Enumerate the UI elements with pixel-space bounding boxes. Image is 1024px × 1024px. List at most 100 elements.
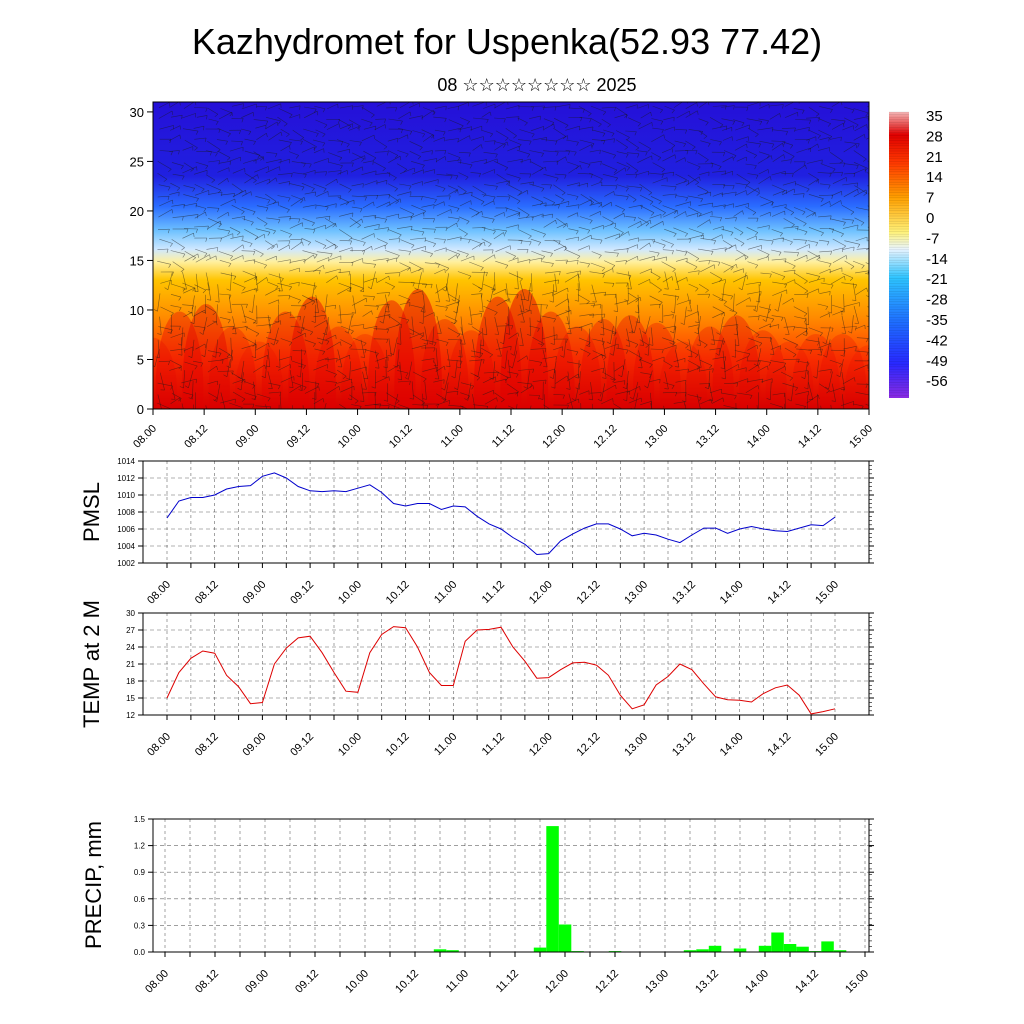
wind-barb bbox=[470, 313, 482, 316]
wind-barb bbox=[616, 139, 628, 148]
wind-barb bbox=[555, 104, 571, 108]
wind-barb bbox=[351, 195, 367, 198]
wind-barb bbox=[496, 196, 510, 198]
precip-xtick-label: 08.12 bbox=[193, 968, 221, 996]
wind-barb-flag bbox=[205, 107, 208, 112]
wind-barb bbox=[853, 162, 868, 169]
wind-barb bbox=[316, 251, 333, 254]
wind-barb-flag bbox=[249, 243, 253, 247]
wind-barb-flag bbox=[382, 168, 386, 172]
wind-barb bbox=[832, 383, 836, 402]
wind-barb-flag bbox=[554, 106, 557, 111]
wind-barb bbox=[735, 249, 749, 258]
wind-barb bbox=[241, 207, 256, 212]
wind-barb bbox=[411, 344, 426, 350]
wind-barb bbox=[194, 184, 205, 190]
wind-barb bbox=[207, 365, 217, 373]
wind-barb bbox=[230, 272, 232, 291]
wind-barb bbox=[806, 394, 819, 404]
wind-barb-flag bbox=[831, 194, 834, 199]
wind-barb bbox=[651, 240, 666, 246]
wind-barb bbox=[553, 287, 568, 296]
wind-barb bbox=[818, 147, 830, 151]
wind-barb bbox=[256, 277, 267, 286]
wind-barb-flag bbox=[396, 255, 400, 259]
wind-barb bbox=[825, 326, 831, 345]
wind-barb bbox=[711, 326, 715, 345]
wind-barb-flag bbox=[857, 143, 860, 148]
wind-barb bbox=[804, 360, 808, 379]
wind-barb bbox=[508, 257, 519, 262]
wind-barb bbox=[639, 183, 652, 193]
wind-barb-flag bbox=[205, 211, 207, 216]
wind-barb-flag bbox=[669, 365, 673, 369]
wind-barb bbox=[673, 102, 683, 108]
wind-barb-flag bbox=[326, 341, 330, 345]
wind-barb bbox=[410, 237, 426, 240]
precip-bar bbox=[708, 945, 722, 952]
wind-barb-flag bbox=[195, 130, 199, 135]
wind-barb-flag bbox=[829, 422, 833, 423]
wind-barb bbox=[215, 339, 218, 358]
wind-barb-flag bbox=[386, 329, 389, 334]
wind-barb bbox=[291, 360, 306, 366]
wind-barb-flag bbox=[388, 172, 391, 177]
wind-barb bbox=[313, 264, 324, 272]
wind-barb-flag bbox=[860, 222, 865, 226]
wind-barb bbox=[758, 239, 774, 242]
wind-barb bbox=[675, 180, 689, 186]
wind-barb-flag bbox=[552, 412, 555, 415]
wind-barb bbox=[616, 347, 629, 351]
wind-barb bbox=[579, 117, 592, 119]
wind-barb bbox=[781, 127, 796, 129]
wind-barb bbox=[589, 149, 601, 153]
wind-barb bbox=[193, 360, 203, 364]
wind-barb bbox=[375, 376, 390, 384]
wind-barb bbox=[423, 158, 437, 162]
wind-barb bbox=[494, 272, 496, 291]
pmsl-series-line bbox=[166, 472, 836, 556]
wind-barb-flag bbox=[588, 113, 592, 117]
wind-barb bbox=[663, 294, 679, 297]
wind-barb bbox=[553, 245, 566, 252]
wind-barb-flag bbox=[808, 127, 810, 132]
wind-barb bbox=[795, 119, 811, 121]
wind-barb bbox=[472, 185, 487, 195]
wind-barb bbox=[435, 400, 450, 406]
wind-barb-flag bbox=[757, 316, 760, 321]
wind-barb bbox=[867, 240, 869, 242]
wind-barb bbox=[529, 394, 540, 396]
wind-barb bbox=[532, 379, 547, 382]
wind-barb-flag bbox=[503, 144, 506, 148]
wind-barb-flag bbox=[375, 367, 380, 369]
precip-xtick-label: 09.00 bbox=[243, 968, 271, 996]
wind-barb-flag bbox=[280, 278, 284, 282]
wind-barb bbox=[541, 213, 553, 217]
wind-barb bbox=[853, 189, 867, 197]
wind-barb-flag bbox=[696, 102, 698, 107]
wind-barb bbox=[302, 298, 317, 307]
wind-barb-flag bbox=[828, 263, 832, 268]
wind-barb bbox=[316, 191, 329, 197]
wind-barb bbox=[757, 127, 774, 131]
wind-barb bbox=[434, 262, 449, 269]
wind-barb bbox=[494, 392, 505, 400]
wind-barb bbox=[577, 245, 590, 251]
wind-barb bbox=[268, 273, 284, 279]
wind-barb bbox=[505, 128, 517, 137]
wind-barb bbox=[868, 215, 869, 217]
wind-barb-flag bbox=[495, 153, 498, 158]
wind-barb bbox=[829, 171, 843, 174]
wind-barb bbox=[616, 272, 632, 276]
wind-barb-flag bbox=[598, 123, 602, 128]
wind-barb bbox=[326, 316, 329, 335]
wind-barb bbox=[591, 403, 594, 409]
wind-barb bbox=[652, 256, 667, 261]
wind-barb-flag bbox=[753, 155, 757, 159]
wind-barb bbox=[626, 152, 640, 155]
wind-barb-flag bbox=[419, 147, 423, 151]
wind-barb bbox=[844, 173, 856, 175]
wind-barb bbox=[422, 134, 434, 142]
wind-barb bbox=[648, 172, 664, 175]
wind-barb-flag bbox=[741, 122, 745, 127]
